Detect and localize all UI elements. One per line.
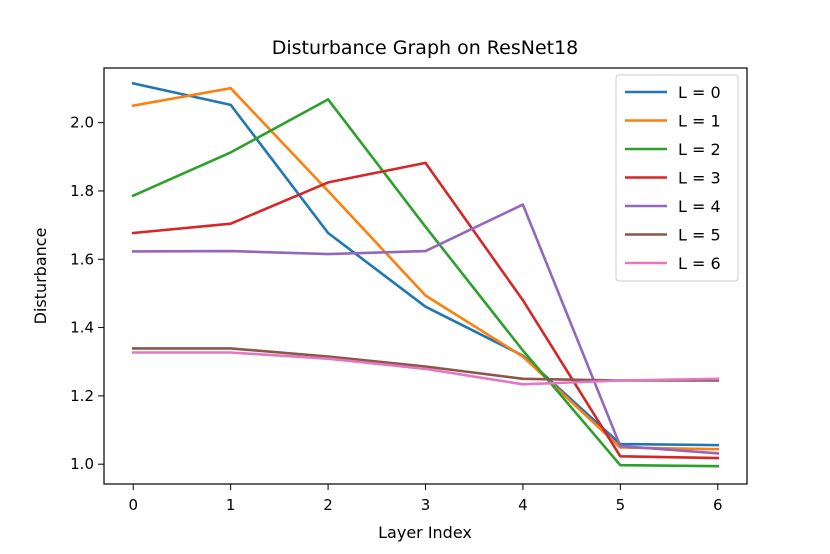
series-line-l3 xyxy=(131,161,720,460)
y-tick-label: 1.8 xyxy=(70,182,94,200)
x-tick-label: 2 xyxy=(323,496,333,514)
y-tick-label: 1.2 xyxy=(70,387,94,405)
legend-label-l0: L = 0 xyxy=(678,83,721,102)
legend-label-l6: L = 6 xyxy=(678,254,721,273)
series-line-l1 xyxy=(131,86,720,451)
x-tick-label: 3 xyxy=(421,496,431,514)
y-tick-label: 1.4 xyxy=(70,319,94,337)
y-axis-label: Disturbance xyxy=(31,228,50,325)
x-tick-label: 5 xyxy=(616,496,626,514)
legend-label-l1: L = 1 xyxy=(678,112,721,131)
y-tick-label: 1.6 xyxy=(70,250,94,268)
x-tick-label: 6 xyxy=(713,496,723,514)
legend-label-l2: L = 2 xyxy=(678,140,721,159)
series-line-l2 xyxy=(131,98,720,468)
legend-box xyxy=(615,74,739,282)
x-axis-label: Layer Index xyxy=(378,523,472,542)
series-line-l4 xyxy=(131,203,720,455)
y-axis: 1.0 1.2 1.4 1.6 1.8 2.0 xyxy=(70,114,104,473)
x-axis: 0 1 2 3 4 5 6 xyxy=(128,484,723,514)
x-tick-label: 1 xyxy=(226,496,236,514)
x-tick-label: 4 xyxy=(518,496,528,514)
legend-label-l5: L = 5 xyxy=(678,226,721,245)
series-group xyxy=(131,81,720,468)
legend-label-l4: L = 4 xyxy=(678,197,721,216)
legend-label-l3: L = 3 xyxy=(678,169,721,188)
y-tick-label: 2.0 xyxy=(70,114,94,132)
y-tick-label: 1.0 xyxy=(70,455,94,473)
legend: L = 0 L = 1 L = 2 L = 3 L = 4 L = 5 L = 6 xyxy=(615,74,739,282)
x-tick-label: 0 xyxy=(128,496,138,514)
chart-title: Disturbance Graph on ResNet18 xyxy=(272,37,579,59)
series-line-l6 xyxy=(131,351,720,386)
